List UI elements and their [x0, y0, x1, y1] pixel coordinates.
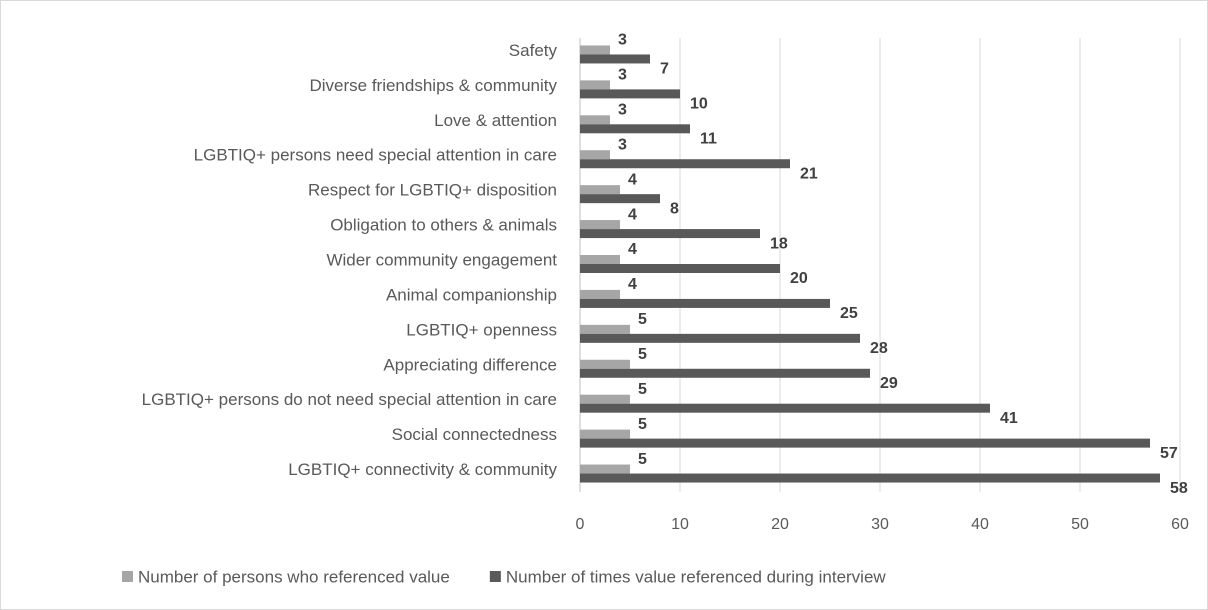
bar [580, 368, 870, 378]
bar [580, 298, 830, 308]
bar [580, 255, 620, 264]
bar [580, 359, 630, 369]
bar [580, 394, 630, 404]
y-tick-label: LGBTIQ+ openness [406, 320, 557, 339]
y-tick-label: Diverse friendships & community [309, 76, 557, 95]
value-label: 3 [618, 102, 627, 119]
value-label: 18 [770, 235, 788, 252]
x-tick-label: 0 [576, 516, 585, 533]
bar [580, 438, 1150, 448]
value-label: 7 [660, 61, 669, 78]
bar [580, 54, 650, 64]
bar [580, 403, 990, 413]
value-label: 29 [880, 375, 898, 392]
value-label: 10 [690, 96, 708, 113]
bar [580, 464, 630, 474]
value-label: 21 [800, 165, 818, 182]
bar [580, 185, 620, 195]
y-tick-label: Obligation to others & animals [330, 216, 557, 235]
value-label: 57 [1160, 445, 1178, 462]
bar [580, 159, 790, 169]
y-tick-label: LGBTIQ+ persons do not need special atte… [142, 390, 557, 409]
value-label: 3 [618, 32, 627, 49]
value-label: 3 [618, 136, 627, 153]
bar [580, 429, 630, 439]
y-tick-label: LGBTIQ+ persons need special attention i… [194, 146, 557, 165]
bar [580, 89, 680, 99]
y-tick-label: Animal companionship [386, 285, 557, 304]
value-label: 4 [628, 276, 637, 293]
legend-swatch [489, 571, 501, 582]
value-label: 5 [638, 346, 647, 363]
bar [580, 220, 620, 230]
bar [580, 45, 610, 55]
value-label: 4 [628, 206, 637, 223]
bar [580, 150, 610, 160]
x-tick-label: 20 [771, 516, 789, 533]
x-tick-label: 40 [971, 516, 989, 533]
legend-swatch [122, 571, 133, 582]
value-label: 8 [670, 200, 679, 217]
x-tick-label: 60 [1171, 516, 1189, 533]
y-tick-label: Social connectedness [392, 425, 557, 444]
value-label: 5 [638, 381, 647, 398]
x-tick-label: 30 [871, 516, 889, 533]
y-tick-label: Safety [509, 41, 558, 60]
value-label: 4 [628, 171, 637, 188]
value-label: 28 [870, 340, 888, 357]
bar [580, 115, 610, 125]
bar [580, 194, 660, 204]
value-label: 58 [1170, 480, 1188, 497]
bar [580, 124, 690, 134]
bar [580, 264, 780, 273]
value-label: 5 [638, 451, 647, 468]
y-tick-label: Wider community engagement [326, 250, 557, 269]
value-label: 41 [1000, 410, 1018, 427]
bar [580, 324, 630, 334]
value-label: 5 [638, 311, 647, 328]
y-tick-label: Respect for LGBTIQ+ disposition [308, 181, 557, 200]
legend-label: Number of persons who referenced value [138, 567, 450, 586]
bar [580, 473, 1160, 483]
value-label: 11 [700, 131, 717, 148]
legend-label: Number of times value referenced during … [506, 567, 887, 586]
bar [580, 333, 860, 343]
y-tick-label: LGBTIQ+ connectivity & community [288, 460, 557, 479]
x-tick-label: 10 [671, 516, 689, 533]
bar [580, 289, 620, 299]
bar [580, 229, 760, 239]
value-label: 5 [638, 416, 647, 433]
x-tick-label: 50 [1071, 516, 1089, 533]
value-label: 3 [618, 67, 627, 84]
value-label: 20 [790, 270, 808, 287]
bar [580, 80, 610, 90]
y-tick-label: Love & attention [434, 111, 557, 130]
value-label: 4 [628, 241, 637, 258]
y-tick-label: Appreciating difference [383, 355, 557, 374]
value-label: 25 [840, 305, 858, 322]
